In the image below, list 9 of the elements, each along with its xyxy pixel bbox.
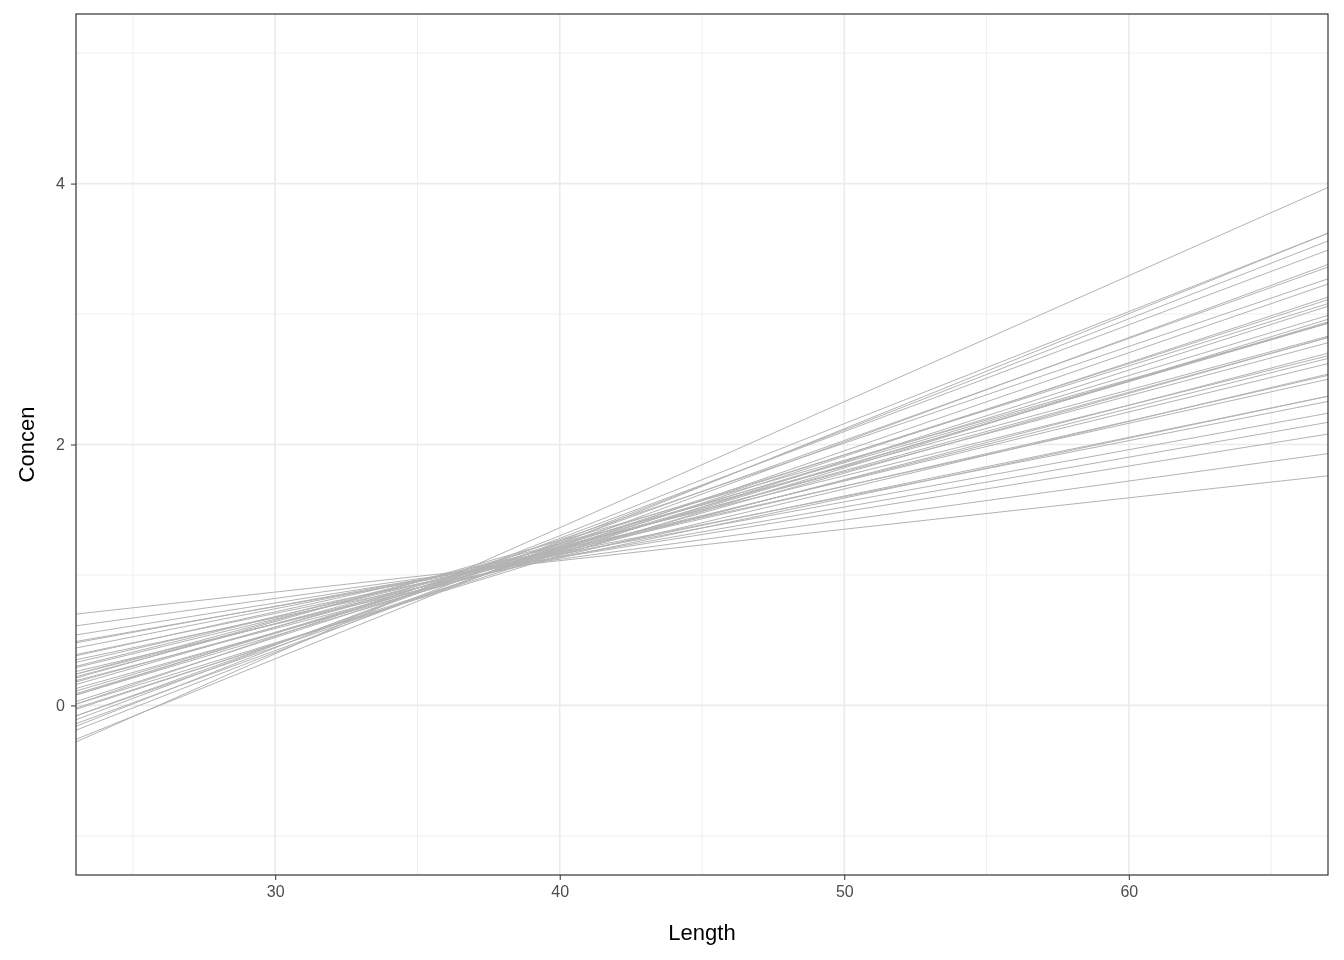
x-tick-label: 50	[835, 883, 854, 901]
y-tick-label: 0	[56, 697, 66, 715]
y-tick-label: 4	[56, 175, 66, 193]
x-axis-title: Length	[668, 920, 736, 945]
x-tick-label: 40	[551, 883, 570, 901]
x-tick-label: 30	[266, 883, 285, 901]
y-axis-title: Concen	[14, 406, 39, 483]
x-tick-label: 60	[1120, 883, 1139, 901]
y-tick-label: 2	[56, 436, 66, 454]
